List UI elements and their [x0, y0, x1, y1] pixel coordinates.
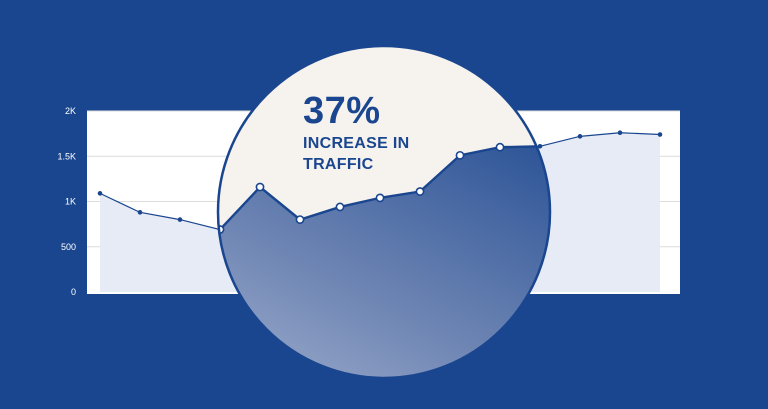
data-point [97, 191, 103, 196]
y-axis: 0 500 1K 1.5K 2K [57, 106, 76, 297]
y-tick-label: 1.5K [57, 151, 76, 161]
data-point [177, 217, 183, 222]
data-point [617, 130, 623, 136]
lens-data-point [255, 182, 265, 192]
increase-caption: INCREASE IN TRAFFIC [303, 135, 410, 173]
x-axis: APR DEC [211, 302, 550, 312]
lens-data-point [495, 142, 505, 152]
lens-data-point [295, 215, 305, 224]
lens-data-point [415, 187, 425, 196]
data-point [657, 132, 663, 137]
x-tick-label: APR [211, 302, 230, 312]
data-point [137, 210, 143, 215]
lens-data-point [455, 150, 465, 160]
data-point [577, 134, 583, 139]
lens-data-point [375, 193, 385, 203]
increase-value: 37% [303, 90, 381, 132]
lens-data-point [335, 202, 345, 212]
x-tick-label: DEC [530, 302, 550, 312]
y-tick-label: 1K [65, 197, 76, 207]
y-tick-label: 500 [61, 242, 76, 252]
data-point [537, 143, 543, 149]
y-tick-label: 0 [71, 287, 76, 297]
y-tick-label: 2K [65, 106, 76, 116]
